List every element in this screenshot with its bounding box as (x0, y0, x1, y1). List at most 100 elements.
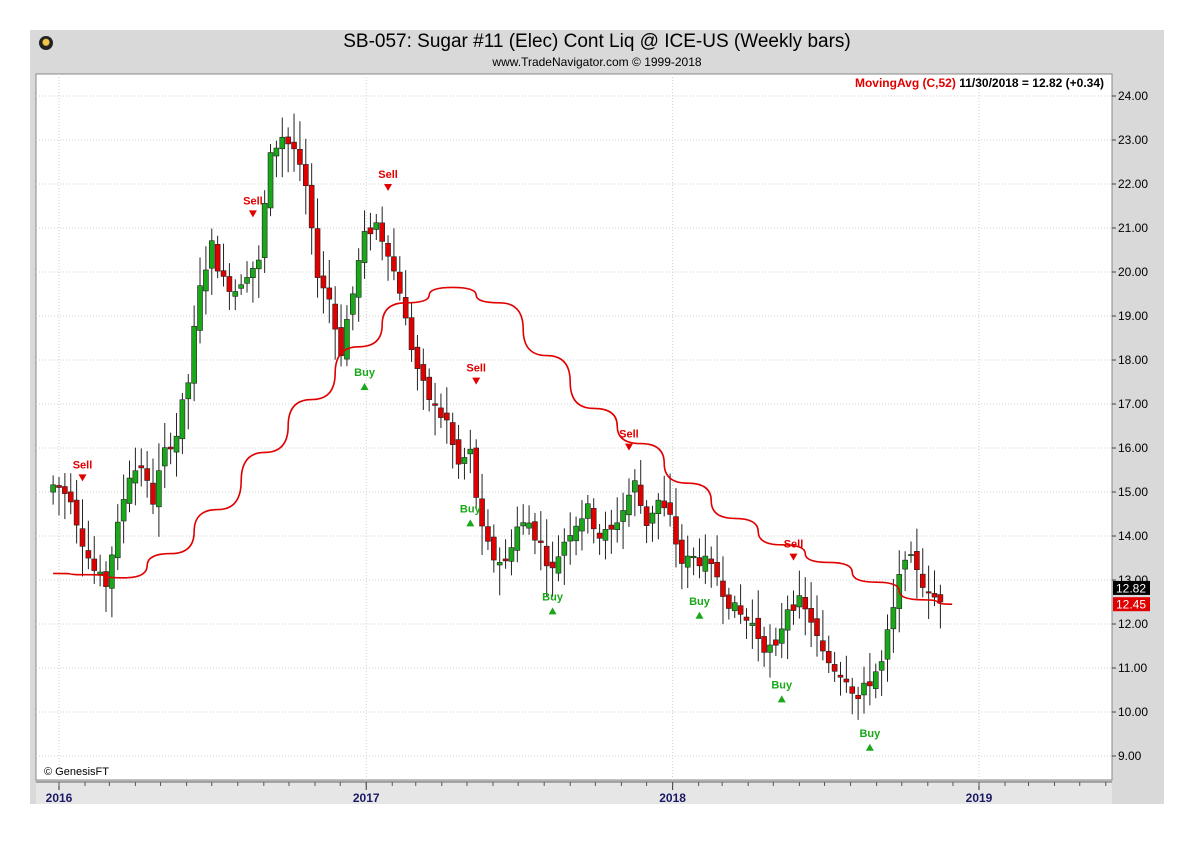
moving-average-line (53, 286, 953, 605)
candle-up (585, 503, 591, 519)
candle-down (673, 516, 679, 545)
candle-up (279, 136, 286, 150)
candle-up (702, 555, 709, 572)
y-tick-label: 10.00 (1118, 705, 1148, 719)
candle-down (761, 636, 767, 653)
candle-up (614, 522, 621, 531)
candle-up (185, 382, 192, 400)
candle-down (755, 617, 762, 639)
candle-up (749, 622, 756, 626)
candle-down (696, 557, 703, 567)
candle-down (814, 618, 820, 636)
candle-down (867, 681, 873, 687)
candle-up (655, 499, 662, 515)
candle-down (479, 498, 485, 527)
buy-signal-marker (777, 695, 786, 703)
candle-up (731, 602, 738, 612)
candle-down (590, 508, 597, 530)
candle-down (150, 482, 156, 505)
plot-area (35, 73, 1113, 781)
candle-down (608, 524, 615, 530)
sell-signal-marker (384, 184, 393, 191)
y-tick-label: 15.00 (1118, 485, 1148, 499)
candle-up (373, 222, 380, 230)
candle-up (179, 399, 186, 440)
candle-down (549, 561, 556, 569)
candle-up (861, 682, 867, 696)
candle-up (526, 522, 532, 529)
buy-signal-label: Buy (354, 367, 376, 379)
candle-down (855, 694, 861, 699)
candle-down (138, 465, 145, 469)
candle-down (285, 136, 291, 145)
candle-down (402, 297, 409, 319)
sell-signal-marker (789, 553, 798, 561)
x-tick-label: 2017 (353, 791, 380, 805)
candle-up (690, 555, 697, 559)
sell-signal-label: Sell (243, 195, 263, 207)
candle-down (79, 528, 86, 547)
candle-down (291, 141, 297, 150)
candle-down (426, 376, 432, 400)
candle-down (931, 593, 938, 598)
candle-down (455, 439, 462, 465)
candle-down (843, 678, 850, 683)
candle-down (820, 640, 826, 652)
candle-down (397, 271, 403, 294)
candle-down (314, 228, 321, 278)
candle-down (532, 521, 538, 541)
candle-down (167, 446, 174, 450)
candle-down (837, 674, 844, 678)
candle-down (73, 499, 80, 526)
sell-signal-label: Sell (466, 363, 486, 375)
chart-title: SB-057: Sugar #11 (Elec) Cont Liq @ ICE-… (343, 31, 851, 52)
candle-up (132, 470, 139, 484)
sell-signal-marker (248, 210, 257, 218)
candle-up (208, 240, 215, 269)
candle-down (637, 484, 644, 506)
sell-signal-marker (472, 377, 481, 385)
candle-down (825, 651, 832, 664)
candle-down (790, 604, 797, 611)
sell-signal-marker (624, 443, 633, 451)
y-tick-label: 11.00 (1118, 661, 1147, 675)
candle-down (808, 608, 814, 623)
candle-down (332, 303, 338, 330)
candle-up (884, 629, 891, 660)
candle-up (109, 554, 115, 589)
candle-down (937, 594, 944, 603)
candle-down (91, 558, 98, 571)
buy-signal-marker (695, 611, 704, 619)
candle-down (485, 526, 491, 542)
ma-legend-value: 11/30/2018 = 12.82 (+0.34) (959, 76, 1104, 90)
candle-down (308, 184, 315, 229)
candle-up (232, 291, 239, 297)
candle-up (555, 556, 562, 574)
candle-up (626, 494, 632, 516)
candle-down (737, 605, 744, 615)
candle-down (56, 485, 62, 488)
candle-down (679, 539, 685, 564)
candle-down (720, 580, 726, 597)
candle-up (126, 477, 133, 504)
candle-down (385, 242, 391, 257)
candle-up (156, 470, 162, 508)
candle-down (802, 597, 809, 610)
buy-signal-label: Buy (542, 591, 564, 603)
candle-up (349, 293, 356, 315)
y-tick-label: 20.00 (1118, 265, 1148, 279)
buy-signal-marker (865, 743, 874, 751)
sell-signal-label: Sell (73, 459, 93, 471)
sell-signal-marker (78, 474, 87, 482)
candle-down (103, 571, 109, 587)
candle-up (267, 152, 274, 209)
candle-down (391, 256, 397, 272)
candle-down (596, 532, 603, 539)
candle-up (261, 202, 268, 258)
candle-up (344, 319, 350, 360)
buy-signal-marker (360, 383, 369, 390)
y-tick-label: 14.00 (1118, 529, 1148, 543)
candle-down (420, 364, 427, 381)
price-tag-label: 12.82 (1116, 581, 1146, 595)
buy-signal-label: Buy (859, 728, 881, 740)
